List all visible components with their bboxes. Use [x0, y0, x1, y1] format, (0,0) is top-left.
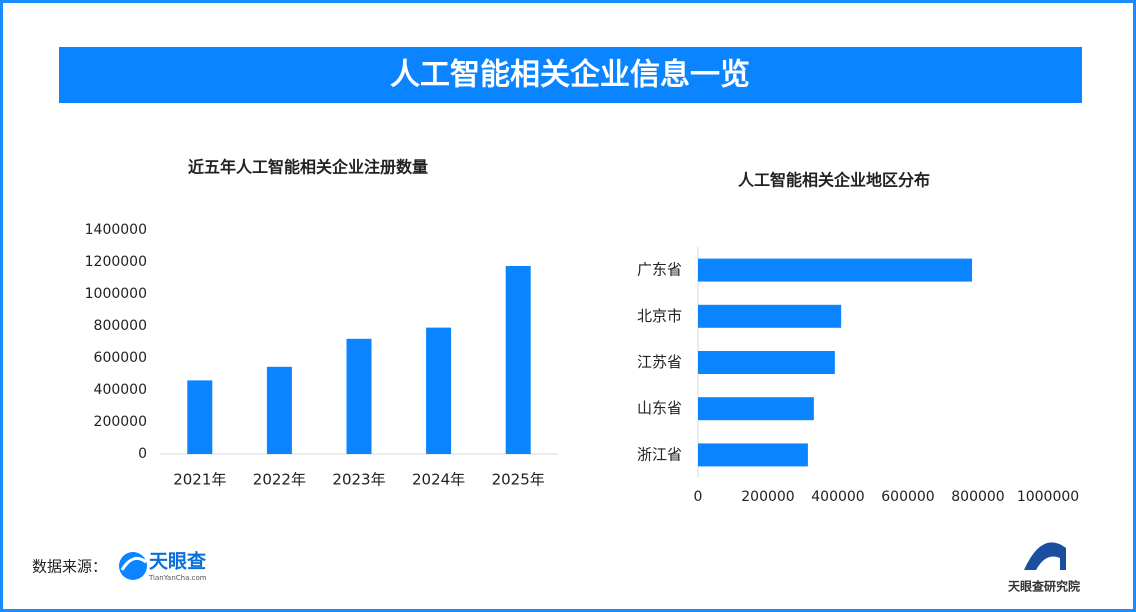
y-tick-label: 1000000	[85, 286, 147, 302]
bar	[187, 380, 213, 454]
x-tick-label: 2025年	[492, 471, 545, 489]
y-tick-label: 广东省	[637, 261, 682, 279]
header-title: 人工智能相关企业信息一览	[390, 58, 750, 93]
bar	[346, 338, 372, 454]
x-tick-label: 2022年	[253, 471, 306, 489]
x-tick-label: 2023年	[332, 471, 385, 489]
x-tick-label: 1000000	[1017, 489, 1079, 505]
chart-title: 近五年人工智能相关企业注册数量	[188, 158, 428, 177]
y-tick-label: 山东省	[637, 399, 682, 417]
x-tick-label: 200000	[741, 489, 794, 505]
bar	[698, 351, 835, 374]
source-logo	[119, 552, 147, 580]
y-tick-label: 0	[138, 446, 147, 462]
bar	[698, 443, 808, 467]
bar	[426, 327, 452, 454]
y-tick-label: 800000	[94, 318, 147, 334]
source-label: 数据来源：	[32, 558, 107, 576]
bar	[698, 304, 842, 328]
x-tick-label: 2021年	[173, 471, 226, 489]
source-url: TianYanCha.com	[148, 574, 207, 582]
y-tick-label: 江苏省	[637, 353, 682, 371]
y-tick-label: 北京市	[637, 307, 682, 325]
x-tick-label: 0	[694, 489, 703, 505]
publisher-logo	[1024, 542, 1066, 570]
chart-title: 人工智能相关企业地区分布	[738, 171, 930, 190]
x-tick-label: 800000	[951, 489, 1004, 505]
x-tick-label: 400000	[811, 489, 864, 505]
y-tick-label: 1200000	[85, 254, 147, 270]
bar	[266, 366, 292, 454]
bar	[698, 397, 814, 421]
publisher: 天眼查研究院	[1008, 579, 1080, 594]
bar	[698, 258, 973, 282]
y-tick-label: 200000	[94, 414, 147, 430]
header-bar	[59, 47, 1082, 103]
y-tick-label: 400000	[94, 382, 147, 398]
y-tick-label: 600000	[94, 350, 147, 366]
source-brand: 天眼查	[149, 550, 207, 573]
bar	[505, 266, 531, 454]
x-tick-label: 600000	[881, 489, 934, 505]
y-tick-label: 浙江省	[637, 445, 682, 463]
y-tick-label: 1400000	[85, 222, 147, 238]
x-tick-label: 2024年	[412, 471, 465, 489]
